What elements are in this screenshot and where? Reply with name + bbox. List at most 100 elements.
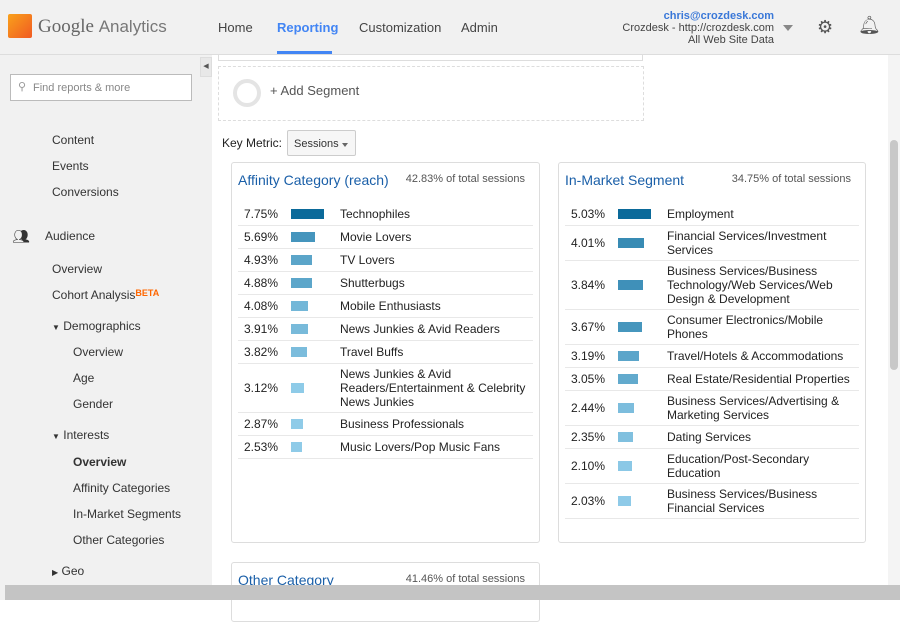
row-label[interactable]: Education/Post-Secondary Education (667, 452, 810, 480)
row-label[interactable]: Movie Lovers (340, 230, 412, 244)
table-row[interactable]: 7.75% Technophiles (238, 203, 533, 226)
row-label[interactable]: News Junkies & Avid Readers/Entertainmen… (340, 367, 526, 409)
table-row[interactable]: 4.88% Shutterbugs (238, 272, 533, 295)
row-label[interactable]: Business Services/Advertising & Marketin… (667, 394, 840, 422)
row-bar (291, 419, 303, 429)
row-label[interactable]: Shutterbugs (340, 276, 405, 290)
inmarket-panel: In-Market Segment 34.75% of total sessio… (558, 162, 866, 543)
table-row[interactable]: 2.35% Dating Services (565, 426, 859, 449)
other-title[interactable]: Other Category (238, 572, 334, 588)
affinity-title[interactable]: Affinity Category (reach) (238, 172, 389, 188)
sidebar-item-geo[interactable]: ▶ Geo (52, 564, 85, 578)
table-row[interactable]: 4.93% TV Lovers (238, 249, 533, 272)
row-percent: 2.53% (244, 440, 279, 454)
sidebar-item-overview[interactable]: Overview (52, 262, 103, 276)
row-label[interactable]: Dating Services (667, 430, 752, 444)
inmarket-title[interactable]: In-Market Segment (565, 172, 685, 188)
table-row[interactable]: 3.67% Consumer Electronics/Mobile Phones (565, 310, 859, 345)
table-row[interactable]: 2.44% Business Services/Advertising & Mar… (565, 391, 859, 426)
segment-bar (218, 55, 643, 61)
row-bar (291, 232, 315, 242)
sidebar-item-conversions[interactable]: Conversions (52, 185, 119, 199)
add-segment-button[interactable]: + Add Segment (218, 66, 644, 121)
sidebar-item-interests-overview[interactable]: Overview (73, 455, 127, 469)
table-row[interactable]: 4.01% Financial Services/Investment Servi… (565, 226, 859, 261)
table-row[interactable]: 3.84% Business Services/Business Technolo… (565, 261, 859, 310)
search-icon: ⚲ (18, 81, 27, 93)
active-nav-indicator (277, 51, 332, 54)
sidebar-item-events[interactable]: Events (52, 159, 89, 173)
table-row[interactable]: 3.05% Real Estate/Residential Properties (565, 368, 859, 391)
row-label[interactable]: News Junkies & Avid Readers (340, 322, 500, 336)
row-percent: 2.35% (571, 430, 606, 444)
affinity-panel: Affinity Category (reach) 42.83% of tota… (231, 162, 540, 543)
nav-customization[interactable]: Customization (359, 20, 442, 35)
sidebar-item-audience[interactable]: Audience (45, 229, 96, 243)
table-row[interactable]: 3.12% News Junkies & Avid Readers/Enterta… (238, 364, 533, 413)
row-percent: 7.75% (244, 207, 279, 221)
row-label[interactable]: Travel Buffs (340, 345, 404, 359)
sidebar-item-demographics-overview[interactable]: Overview (73, 345, 124, 359)
row-label[interactable]: Consumer Electronics/Mobile Phones (667, 313, 824, 341)
sidebar-item-interests[interactable]: ▼ Interests (52, 428, 110, 442)
app-title[interactable]: Google Analytics (38, 16, 167, 37)
nav-home[interactable]: Home (218, 20, 253, 35)
row-label[interactable]: Travel/Hotels & Accommodations (667, 349, 844, 363)
account-selector[interactable]: chris@crozdesk.com Crozdesk - http://cro… (622, 10, 774, 46)
row-label[interactable]: Business Professionals (340, 417, 465, 431)
row-bar (291, 442, 302, 452)
table-row[interactable]: 3.19% Travel/Hotels & Accommodations (565, 345, 859, 368)
sidebar: ⚲ Find reports & more Content Events Conv… (0, 55, 212, 600)
row-percent: 3.12% (244, 381, 279, 395)
row-label[interactable]: TV Lovers (340, 253, 395, 267)
row-percent: 5.69% (244, 230, 279, 244)
row-percent: 2.87% (244, 417, 279, 431)
row-label[interactable]: Business Services/Business Technology/We… (667, 264, 833, 306)
beta-badge: BETA (135, 288, 160, 298)
row-percent: 5.03% (571, 207, 606, 221)
affinity-rows: 7.75% Technophiles 5.69% Movie Lovers 4.93% T… (238, 203, 533, 459)
key-metric-select[interactable]: Sessions (287, 130, 356, 156)
row-percent: 3.84% (571, 278, 606, 292)
account-email: chris@crozdesk.com (663, 10, 774, 22)
table-row[interactable]: 5.03% Employment (565, 203, 859, 226)
row-bar (618, 374, 638, 384)
nav-reporting[interactable]: Reporting (277, 20, 339, 35)
sidebar-item-gender[interactable]: Gender (73, 397, 114, 411)
row-percent: 4.08% (244, 299, 279, 313)
table-row[interactable]: 2.03% Business Services/Business Financia… (565, 484, 859, 519)
row-label[interactable]: Real Estate/Residential Properties (667, 372, 850, 386)
table-row[interactable]: 3.91% News Junkies & Avid Readers (238, 318, 533, 341)
sidebar-item-age[interactable]: Age (73, 371, 95, 385)
bell-icon[interactable]: 🔔︎ (858, 15, 881, 35)
sidebar-item-demographics[interactable]: ▼ Demographics (52, 319, 141, 333)
collapse-sidebar-button[interactable]: ◀ (200, 57, 212, 77)
table-row[interactable]: 2.10% Education/Post-Secondary Education (565, 449, 859, 484)
scrollbar[interactable] (888, 55, 900, 585)
table-row[interactable]: 2.53% Music Lovers/Pop Music Fans (238, 436, 533, 459)
table-row[interactable]: 4.08% Mobile Enthusiasts (238, 295, 533, 318)
sidebar-item-inmarket[interactable]: In-Market Segments (73, 507, 182, 521)
gear-icon[interactable]: ⚙ (817, 17, 834, 37)
scrollbar-thumb[interactable] (890, 140, 898, 370)
sidebar-item-content[interactable]: Content (52, 133, 95, 147)
table-row[interactable]: 5.69% Movie Lovers (238, 226, 533, 249)
key-metric-label: Key Metric: (222, 136, 283, 150)
sidebar-item-other[interactable]: Other Categories (73, 533, 165, 547)
nav-admin[interactable]: Admin (461, 20, 498, 35)
analytics-logo-icon[interactable] (8, 14, 32, 38)
chevron-down-icon[interactable] (783, 25, 793, 31)
table-row[interactable]: 2.87% Business Professionals (238, 413, 533, 436)
row-label[interactable]: Music Lovers/Pop Music Fans (340, 440, 501, 454)
row-bar (291, 347, 307, 357)
row-label[interactable]: Financial Services/Investment Services (667, 229, 827, 257)
sidebar-item-cohort[interactable]: Cohort AnalysisBETA (52, 288, 160, 302)
sidebar-item-affinity[interactable]: Affinity Categories (73, 481, 171, 495)
row-label[interactable]: Business Services/Business Financial Ser… (667, 487, 818, 515)
search-input[interactable]: ⚲ Find reports & more (10, 74, 192, 101)
row-bar (291, 278, 312, 288)
table-row[interactable]: 3.82% Travel Buffs (238, 341, 533, 364)
row-label[interactable]: Technophiles (340, 207, 411, 221)
row-label[interactable]: Mobile Enthusiasts (340, 299, 441, 313)
row-label[interactable]: Employment (667, 207, 734, 221)
